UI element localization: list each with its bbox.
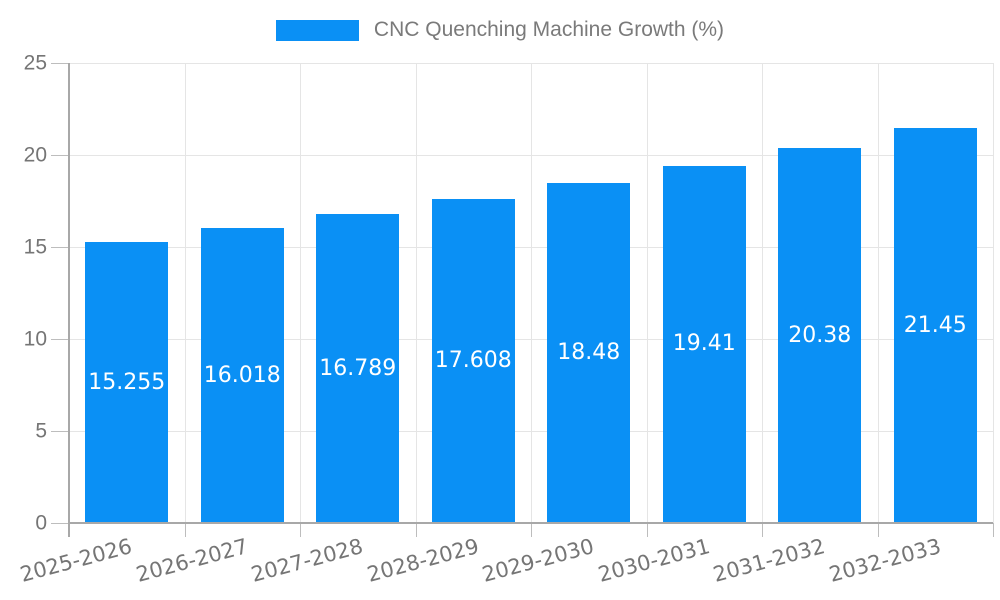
x-axis-tick-label: 2031-2032 [710,534,828,587]
bar-value-label: 17.608 [434,348,512,373]
bar-value-label: 19.41 [672,331,736,357]
y-tick [51,155,69,156]
x-axis-tick-label: 2032-2033 [826,534,944,587]
bar [547,182,631,523]
x-gridline [993,63,994,523]
y-tick [51,431,69,432]
bar [85,242,169,523]
x-tick [647,523,648,537]
x-gridline [878,63,879,523]
bar-value-label: 20.38 [788,322,852,348]
x-axis-tick-label: 2028-2029 [364,534,482,587]
x-axis-tick-label: 2027-2028 [248,534,366,587]
y-axis-line [68,63,70,537]
y-axis-tick-label: 10 [23,327,47,351]
y-axis-tick-label: 0 [35,511,47,535]
y-axis-tick-label: 20 [23,143,47,167]
bar-value-label: 21.45 [903,312,967,338]
y-tick [51,339,69,340]
legend-swatch [275,19,359,41]
x-gridline [185,63,186,523]
x-tick [185,523,186,537]
bar [431,199,515,523]
legend: CNC Quenching Machine Growth (%) [0,18,1000,42]
y-axis-tick-label: 15 [23,235,47,259]
y-axis-tick-label: 5 [35,419,47,443]
x-tick [993,523,994,537]
x-axis-tick-label: 2029-2030 [479,534,597,587]
legend-label: CNC Quenching Machine Growth (%) [373,18,725,41]
bar-value-label: 18.48 [557,339,621,365]
bar [200,228,284,523]
x-tick [531,523,532,537]
y-tick [51,247,69,248]
x-axis-tick-label: 2030-2031 [595,534,713,587]
bar-value-label: 16.789 [319,355,397,381]
bar [662,165,746,523]
bar [316,214,400,523]
bar [893,128,977,523]
x-tick [762,523,763,537]
x-tick [300,523,301,537]
bar-value-label: 16.018 [203,362,281,388]
y-tick [51,63,69,64]
bar [778,148,862,523]
x-gridline [762,63,763,523]
y-tick [51,523,69,524]
x-gridline [300,63,301,523]
x-axis-line [69,522,993,524]
x-gridline [531,63,532,523]
x-axis-tick-label: 2026-2027 [133,534,251,587]
x-gridline [416,63,417,523]
x-tick [416,523,417,537]
x-tick [878,523,879,537]
x-gridline [647,63,648,523]
bar-value-label: 15.255 [88,369,166,395]
y-axis-tick-label: 25 [23,51,47,75]
x-axis-tick-label: 2025-2026 [17,534,135,587]
